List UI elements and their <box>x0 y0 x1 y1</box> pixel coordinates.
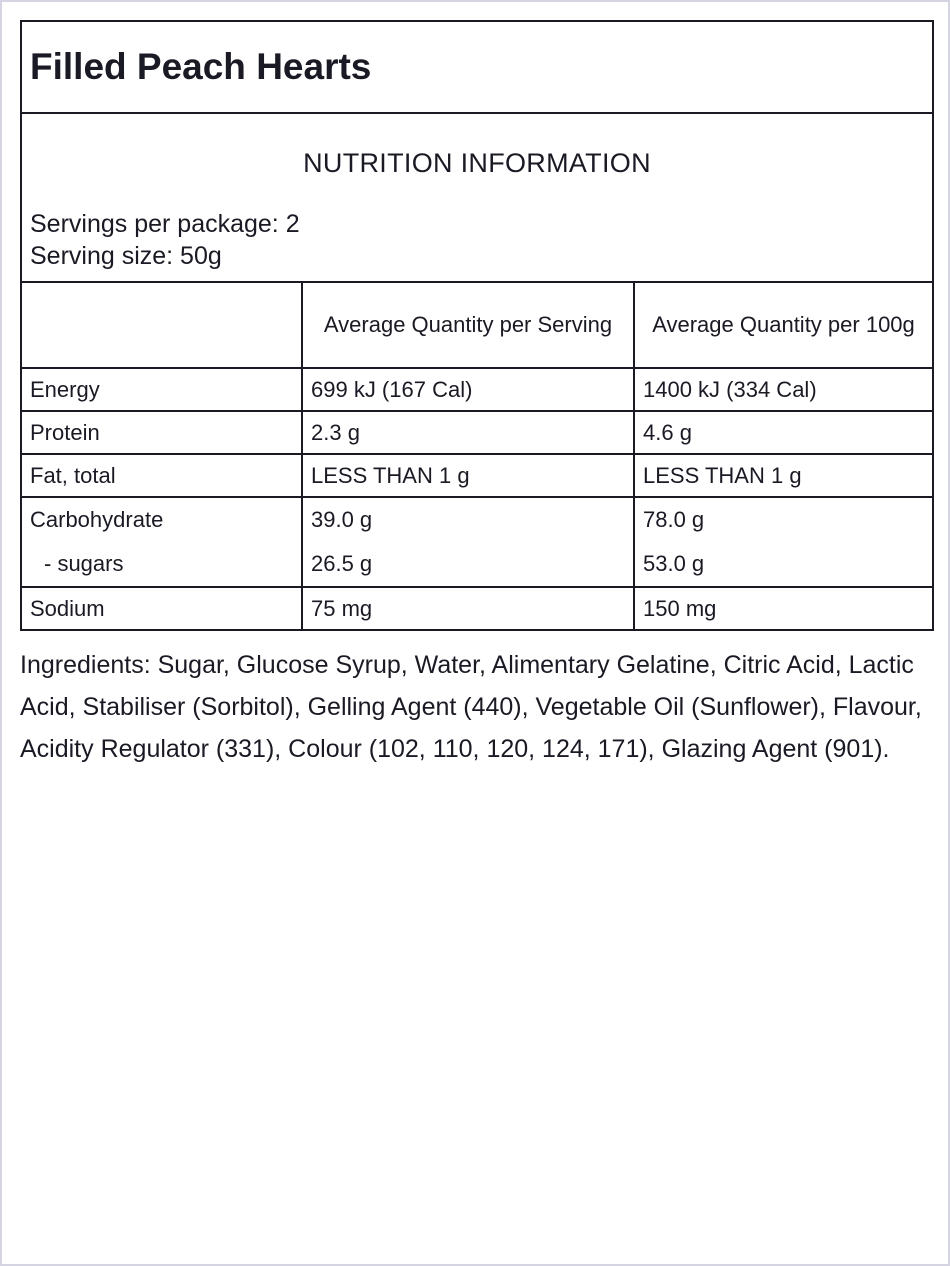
per-100g-value: 1400 kJ (334 Cal) <box>633 367 934 412</box>
per-100g-value: 78.0 g <box>643 507 705 532</box>
per-serving-value: 39.0 g <box>311 507 373 532</box>
per-100g-cell: 78.0 g 53.0 g <box>633 496 934 588</box>
table-header-row: Average Quantity per Serving Average Qua… <box>20 281 934 369</box>
table-row: Protein 2.3 g 4.6 g <box>20 410 934 455</box>
per-serving-value: 699 kJ (167 Cal) <box>301 367 635 412</box>
per-100g-value: LESS THAN 1 g <box>633 453 934 498</box>
nutrition-label: Filled Peach Hearts NUTRITION INFORMATIO… <box>20 20 934 631</box>
nutrition-header: NUTRITION INFORMATION Servings per packa… <box>22 114 932 281</box>
column-header: Average Quantity per 100g <box>633 281 934 369</box>
nutrient-name: Carbohydrate <box>30 507 164 532</box>
servings-per-package: Servings per package: 2 <box>30 210 300 238</box>
ingredients-text: Ingredients: Sugar, Glucose Syrup, Water… <box>20 651 922 763</box>
product-title: Filled Peach Hearts <box>22 22 932 114</box>
sub-per-serving-value: 26.5 g <box>311 551 373 576</box>
sub-nutrient-name: - sugars <box>44 551 124 576</box>
nutrition-heading: NUTRITION INFORMATION <box>303 148 651 178</box>
sub-per-100g-value: 53.0 g <box>643 551 705 576</box>
table-row: Energy 699 kJ (167 Cal) 1400 kJ (334 Cal… <box>20 367 934 412</box>
per-100g-value: 150 mg <box>633 586 934 631</box>
per-100g-value: 4.6 g <box>633 410 934 455</box>
table-row: Sodium 75 mg 150 mg <box>20 586 934 631</box>
table-row: Fat, total LESS THAN 1 g LESS THAN 1 g <box>20 453 934 498</box>
column-header: Average Quantity per Serving <box>301 281 635 369</box>
nutrient-name-cell: Carbohydrate - sugars <box>20 496 303 588</box>
column-header <box>20 281 303 369</box>
nutrition-table: Average Quantity per Serving Average Qua… <box>20 281 934 631</box>
per-serving-cell: 39.0 g 26.5 g <box>301 496 635 588</box>
serving-size: Serving size: 50g <box>30 242 222 270</box>
table-row: Carbohydrate - sugars 39.0 g 26.5 g 78.0 g… <box>20 496 934 588</box>
nutrient-name: Energy <box>20 367 303 412</box>
nutrient-name: Fat, total <box>20 453 303 498</box>
per-serving-value: LESS THAN 1 g <box>301 453 635 498</box>
per-serving-value: 75 mg <box>301 586 635 631</box>
nutrient-name: Protein <box>20 410 303 455</box>
nutrient-name: Sodium <box>20 586 303 631</box>
per-serving-value: 2.3 g <box>301 410 635 455</box>
